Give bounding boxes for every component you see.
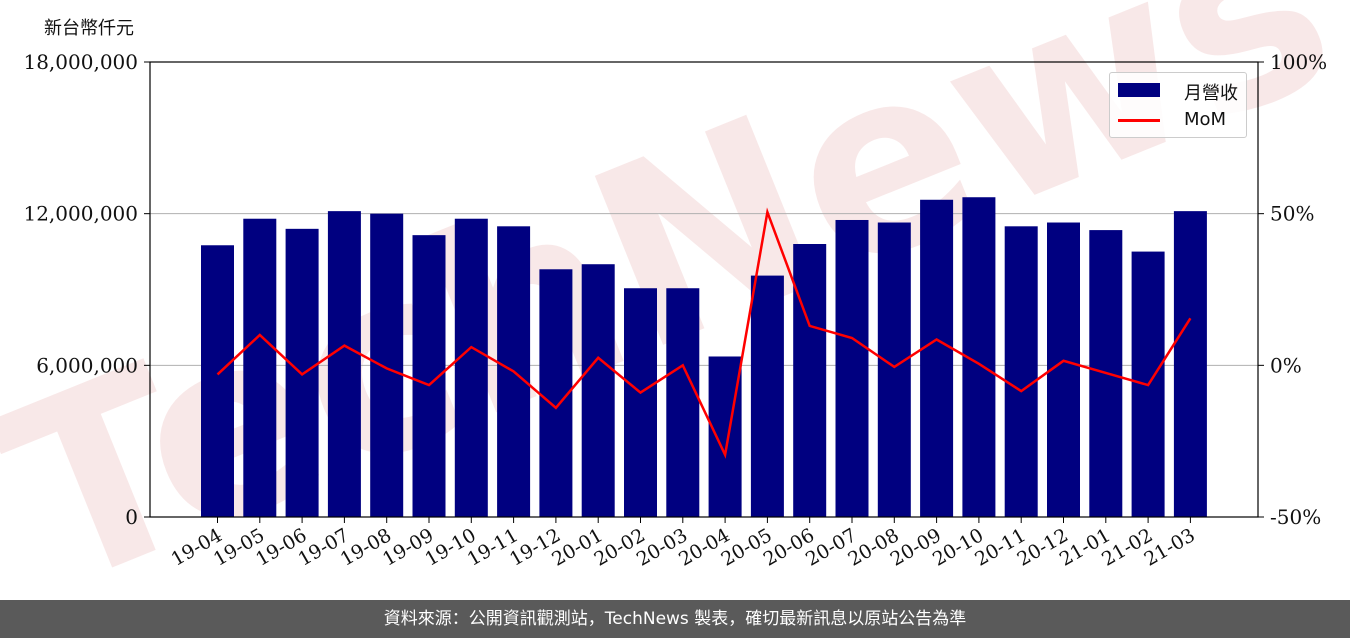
revenue-bar (835, 219, 869, 517)
y-left-tick-label: 12,000,000 (23, 202, 138, 226)
y-left-tick-label: 6,000,000 (36, 353, 138, 377)
revenue-bar (1004, 226, 1038, 518)
revenue-bar (920, 199, 954, 517)
revenue-bar (370, 213, 404, 517)
revenue-bar (750, 275, 784, 517)
revenue-bar (243, 218, 277, 517)
y-right-tick-label: 100% (1270, 50, 1327, 74)
revenue-bar (793, 244, 827, 517)
revenue-bar (201, 245, 234, 517)
legend-bar-swatch (1118, 83, 1160, 97)
legend: 月營收 MoM (1109, 72, 1247, 138)
revenue-bar (708, 356, 742, 517)
y-left-tick-label: 18,000,000 (23, 50, 138, 74)
revenue-bar (666, 288, 700, 517)
legend-line-swatch (1118, 119, 1160, 122)
y-left-tick-label: 0 (125, 505, 138, 529)
legend-revenue-label: 月營收 (1184, 83, 1238, 104)
y-right-tick-label: 0% (1270, 353, 1302, 377)
source-footer: 資料來源：公開資訊觀測站，TechNews 製表，確切最新訊息以原站公告為準 (0, 600, 1350, 638)
revenue-bar (1173, 211, 1207, 517)
legend-mom-label: MoM (1184, 109, 1227, 130)
y-right-tick-label: 50% (1270, 202, 1314, 226)
revenue-bar (624, 288, 657, 517)
plot-frame (149, 61, 1259, 518)
y-right-tick-label: -50% (1270, 505, 1321, 529)
mom-line (216, 207, 1192, 459)
revenue-bar (877, 222, 911, 517)
revenue-bar (581, 264, 615, 517)
legend-item-revenue: 月營收 (1118, 77, 1244, 104)
revenue-bar (454, 218, 488, 517)
revenue-bar (327, 211, 361, 517)
legend-item-mom: MoM (1118, 107, 1244, 133)
y-axis-unit-label: 新台幣仟元 (44, 18, 134, 39)
